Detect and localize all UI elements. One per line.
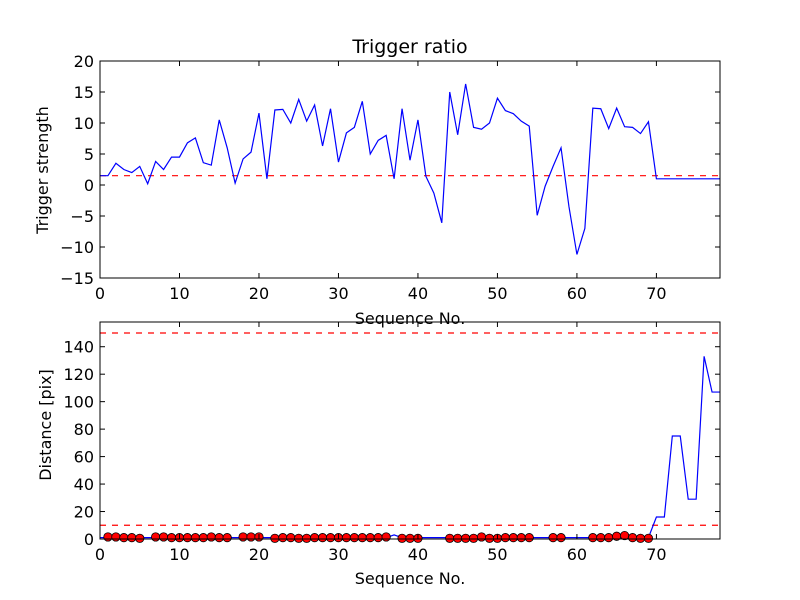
bottom-data-point bbox=[325, 533, 336, 543]
bottom-y-tick-label: 140 bbox=[63, 338, 94, 357]
bottom-data-point bbox=[286, 533, 296, 543]
top-y-tick-label: 5 bbox=[84, 145, 94, 164]
bottom-x-tick-label: 40 bbox=[408, 545, 428, 564]
bottom-data-point bbox=[222, 533, 232, 543]
bottom-data-point bbox=[357, 533, 367, 543]
bottom-plot-frame bbox=[99, 321, 721, 540]
bottom-data-point bbox=[278, 533, 288, 543]
top-series-line bbox=[100, 83, 720, 255]
top-x-tick-label: 60 bbox=[567, 284, 587, 303]
bottom-data-point bbox=[119, 533, 129, 543]
bottom-x-tick-label: 50 bbox=[487, 545, 507, 564]
bottom-data-point bbox=[310, 533, 320, 543]
bottom-data-point bbox=[214, 533, 224, 543]
bottom-data-point bbox=[596, 533, 606, 543]
bottom-y-tick-label: 80 bbox=[74, 420, 94, 439]
bottom-data-point bbox=[151, 532, 161, 542]
bottom-data-point bbox=[405, 533, 415, 543]
top-x-tick-label: 10 bbox=[169, 284, 189, 303]
bottom-data-point bbox=[643, 533, 654, 543]
top-y-tick-label: 15 bbox=[74, 83, 94, 102]
bottom-data-point bbox=[206, 532, 216, 542]
bottom-data-point bbox=[246, 532, 256, 542]
top-y-tick-label: −15 bbox=[60, 269, 94, 288]
bottom-data-point bbox=[365, 533, 375, 543]
bottom-data-point bbox=[453, 533, 463, 543]
bottom-data-point bbox=[588, 533, 598, 543]
chart-title: Trigger ratio bbox=[351, 36, 467, 58]
top-x-tick-label: 20 bbox=[249, 284, 269, 303]
bottom-data-point bbox=[103, 532, 113, 542]
bottom-x-tick-label: 20 bbox=[249, 545, 269, 564]
bottom-data-point bbox=[302, 533, 312, 543]
bottom-data-point bbox=[373, 533, 383, 543]
top-y-tick-label: −5 bbox=[70, 207, 94, 226]
bottom-x-tick-label: 10 bbox=[169, 545, 189, 564]
bottom-data-point bbox=[556, 533, 566, 543]
bottom-data-point bbox=[111, 532, 121, 542]
bottom-y-tick-label: 100 bbox=[63, 393, 94, 412]
bottom-x-tick-label: 60 bbox=[567, 545, 587, 564]
top-x-tick-label: 30 bbox=[328, 284, 348, 303]
bottom-data-point bbox=[190, 533, 200, 543]
bottom-data-point bbox=[508, 533, 518, 543]
bottom-y-tick-label: 60 bbox=[74, 448, 94, 467]
bottom-data-point bbox=[445, 533, 455, 543]
bottom-data-point bbox=[461, 533, 471, 543]
top-x-tick-label: 70 bbox=[646, 284, 666, 303]
bottom-data-point bbox=[341, 533, 352, 543]
bottom-data-point bbox=[166, 533, 177, 543]
bottom-data-point bbox=[524, 533, 534, 543]
top-y-tick-label: 10 bbox=[74, 114, 94, 133]
top-x-tick-label: 40 bbox=[408, 284, 428, 303]
top-x-axis-label: Sequence No. bbox=[355, 309, 466, 328]
bottom-data-point bbox=[381, 532, 391, 542]
bottom-data-point bbox=[294, 533, 304, 543]
bottom-data-point bbox=[627, 533, 638, 543]
top-plot-frame bbox=[99, 60, 721, 279]
bottom-data-point bbox=[127, 533, 137, 543]
bottom-data-point bbox=[500, 533, 510, 543]
top-x-tick-label: 0 bbox=[95, 284, 105, 303]
bottom-y-tick-label: 20 bbox=[74, 503, 94, 522]
top-y-tick-label: 0 bbox=[84, 176, 94, 195]
bottom-x-tick-label: 0 bbox=[95, 545, 105, 564]
bottom-x-axis-label: Sequence No. bbox=[355, 569, 466, 588]
top-y-axis-label: Trigger strength bbox=[33, 106, 52, 235]
bottom-data-point bbox=[270, 533, 280, 543]
bottom-x-tick-label: 30 bbox=[328, 545, 348, 564]
bottom-data-point bbox=[468, 533, 479, 543]
bottom-data-point bbox=[182, 533, 193, 543]
bottom-data-point bbox=[317, 533, 328, 543]
bottom-y-axis-label: Distance [pix] bbox=[36, 369, 55, 481]
top-x-tick-label: 50 bbox=[487, 284, 507, 303]
bottom-y-tick-label: 0 bbox=[84, 530, 94, 549]
trigger-ratio-panel: Trigger ratio Sequence No. Trigger stren… bbox=[33, 36, 721, 328]
bottom-data-point bbox=[135, 533, 145, 543]
bottom-data-point bbox=[604, 533, 614, 543]
bottom-data-point bbox=[484, 533, 495, 543]
top-y-tick-label: −10 bbox=[60, 238, 94, 257]
bottom-data-point bbox=[349, 533, 359, 543]
bottom-y-tick-label: 120 bbox=[63, 365, 94, 384]
bottom-data-point bbox=[516, 533, 526, 543]
bottom-data-point bbox=[158, 532, 169, 542]
bottom-data-point bbox=[397, 533, 407, 543]
bottom-y-tick-label: 40 bbox=[74, 475, 94, 494]
bottom-data-point bbox=[198, 533, 208, 543]
bottom-data-point bbox=[548, 533, 558, 543]
bottom-data-point bbox=[238, 532, 248, 542]
distance-panel: Sequence No. Distance [pix] 0 10 20 30 40 50 6… bbox=[36, 321, 721, 588]
bottom-x-tick-label: 70 bbox=[646, 545, 666, 564]
bottom-data-point bbox=[476, 532, 487, 542]
bottom-data-point bbox=[635, 533, 646, 543]
top-y-tick-label: 20 bbox=[74, 52, 94, 71]
